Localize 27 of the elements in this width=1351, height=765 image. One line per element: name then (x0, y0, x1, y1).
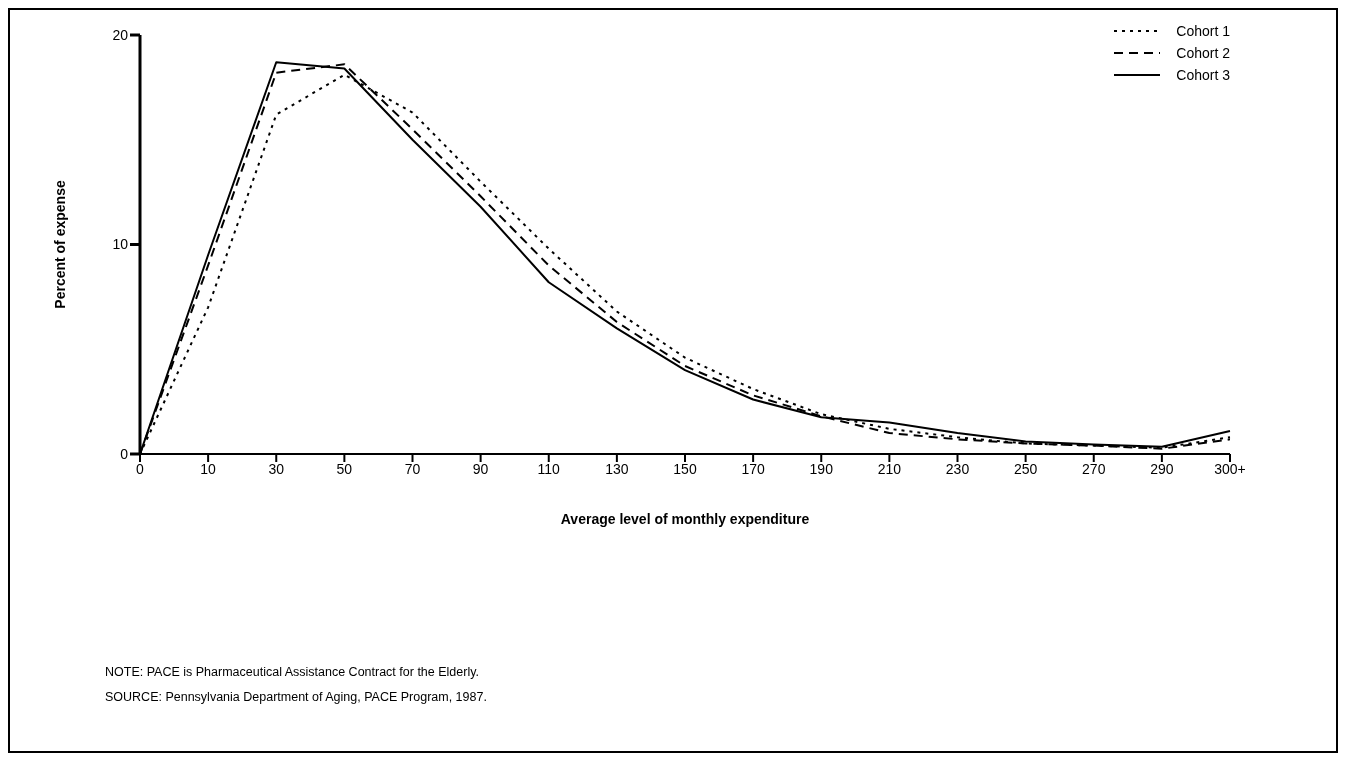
y-tick-label: 20 (112, 26, 129, 43)
source-note: SOURCE: Pennsylvania Department of Aging, PACE Program, 1987. (105, 689, 487, 706)
y-tick-label: 10 (112, 236, 129, 253)
legend-label: Cohort 2 (1176, 45, 1230, 61)
x-tick-label: 0 (136, 460, 145, 477)
x-tick-label: 130 (605, 460, 629, 477)
legend-label: Cohort 1 (1176, 23, 1230, 39)
x-tick-label: 50 (336, 460, 353, 477)
x-tick-label: 270 (1082, 460, 1106, 477)
x-tick-label: 250 (1013, 460, 1038, 477)
x-tick-label: 110 (537, 460, 561, 477)
x-axis-title: Average level of monthly expenditure (560, 511, 810, 527)
x-tick-label: 300+ (1214, 460, 1246, 477)
y-axis-title: Percent of expense (51, 180, 68, 309)
x-tick-label: 210 (877, 460, 902, 477)
x-tick-label: 70 (404, 460, 421, 477)
x-tick-label: 290 (1150, 460, 1174, 477)
x-tick-label: 170 (741, 460, 766, 477)
text: NOTE: PACE is Pharmaceutical Assistance Contract for the Elderly. (105, 664, 480, 681)
x-tick-label: 90 (472, 460, 489, 477)
legend-label: Cohort 3 (1176, 67, 1230, 83)
x-tick-label: 230 (945, 460, 970, 477)
x-tick-label: 30 (268, 460, 285, 477)
y-tick-label: 0 (120, 445, 129, 462)
x-tick-label: 150 (673, 460, 697, 477)
x-tick-label: 190 (809, 460, 834, 477)
x-tick-label: 10 (200, 460, 217, 477)
